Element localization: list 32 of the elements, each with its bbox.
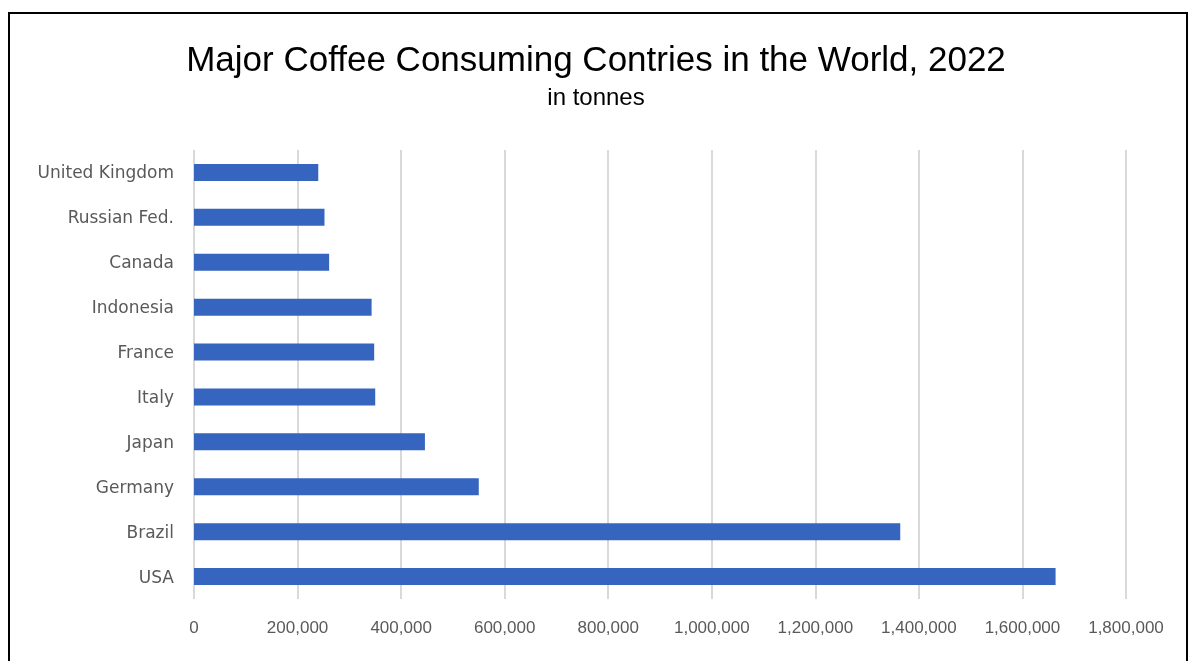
bar — [194, 433, 425, 451]
y-tick-label: Canada — [109, 252, 174, 273]
bar — [194, 568, 1056, 586]
y-tick-label: France — [117, 342, 174, 363]
x-tick-label: 1,200,000 — [777, 618, 854, 637]
chart-subtitle: in tonnes — [547, 82, 645, 110]
bar — [194, 478, 479, 496]
y-tick-label: Russian Fed. — [67, 207, 174, 228]
bar — [194, 298, 372, 316]
bar — [194, 163, 319, 181]
y-tick-label: USA — [138, 566, 175, 587]
bar — [194, 208, 325, 226]
x-tick-label: 600,000 — [473, 618, 536, 637]
bar — [194, 343, 375, 361]
y-tick-label: United Kingdom — [37, 162, 174, 183]
chart-title: Major Coffee Consuming Contries in the World, 2022 — [186, 39, 1006, 78]
x-tick-label: 400,000 — [370, 618, 432, 637]
bar — [194, 388, 376, 406]
x-tick-label: 1,800,000 — [1088, 618, 1164, 637]
x-tick-label: 1,600,000 — [984, 618, 1061, 637]
bar — [194, 523, 901, 541]
y-tick-label: Germany — [95, 476, 174, 497]
bar — [194, 253, 330, 271]
x-tick-label: 200,000 — [266, 618, 329, 637]
x-tick-label: 0 — [189, 618, 199, 637]
y-tick-label: Indonesia — [91, 297, 174, 318]
y-tick-label: Italy — [137, 386, 174, 407]
x-tick-label: 1,000,000 — [673, 618, 750, 637]
y-tick-label: Brazil — [126, 521, 174, 542]
y-tick-label: Japan — [125, 431, 174, 452]
x-tick-label: 1,400,000 — [881, 618, 957, 637]
x-tick-label: 800,000 — [577, 618, 639, 637]
